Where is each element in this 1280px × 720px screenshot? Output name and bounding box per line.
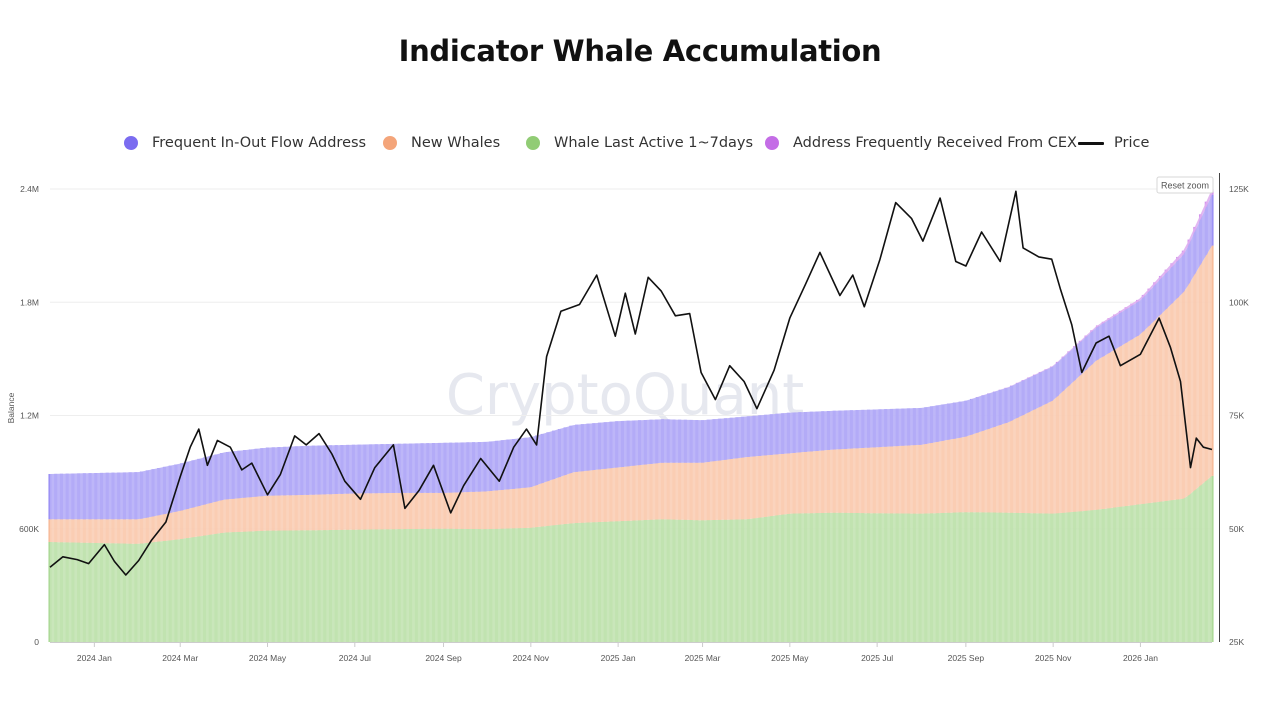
- legend-swatch-icon: [526, 136, 540, 150]
- reset-zoom-label: Reset zoom: [1161, 181, 1209, 191]
- y-tick-label: 1.2M: [20, 411, 39, 421]
- x-tick-label: 2024 Nov: [513, 653, 550, 663]
- legend-item-whale-last-active[interactable]: Whale Last Active 1~7days: [526, 130, 753, 156]
- x-tick-label: 2024 Mar: [162, 653, 198, 663]
- y2-tick-label: 75K: [1229, 411, 1244, 421]
- area-band-frequent-in-out-flow-address: [50, 194, 1212, 520]
- legend-item-frequent-in-out[interactable]: Frequent In-Out Flow Address: [124, 130, 366, 156]
- bar-segment: [1210, 245, 1214, 476]
- bar-segment: [1210, 475, 1214, 642]
- y2-tick-label: 25K: [1229, 637, 1244, 647]
- y-tick-label: 1.8M: [20, 297, 39, 307]
- reset-zoom-button[interactable]: Reset zoom: [1156, 176, 1214, 194]
- y-tick-label: 2.4M: [20, 184, 39, 194]
- legend-swatch-icon: [383, 136, 397, 150]
- y-axis-label: Balance: [6, 392, 16, 423]
- y-tick-label: 600K: [19, 524, 39, 534]
- legend-swatch-icon: [765, 136, 779, 150]
- x-tick-label: 2026 Jan: [1123, 653, 1158, 663]
- legend-item-cex-received[interactable]: Address Frequently Received From CEX: [765, 130, 1077, 156]
- y-tick-label: 0: [34, 637, 39, 647]
- x-tick-label: 2025 Jul: [861, 653, 893, 663]
- stacked-areas: [50, 189, 1212, 642]
- legend-label: Whale Last Active 1~7days: [554, 135, 754, 151]
- x-tick-label: 2024 Jan: [77, 653, 112, 663]
- area-band-whale-last-active-1-7days: [50, 475, 1212, 642]
- chart-legend: Frequent In-Out Flow Address New Whales …: [0, 130, 1280, 156]
- x-tick-label: 2025 Nov: [1035, 653, 1072, 663]
- x-tick-label: 2025 May: [771, 653, 809, 663]
- x-tick-label: 2024 May: [249, 653, 287, 663]
- y2-tick-label: 125K: [1229, 184, 1249, 194]
- y2-tick-label: 50K: [1229, 524, 1244, 534]
- x-tick-label: 2024 Jul: [339, 653, 371, 663]
- legend-item-price[interactable]: Price: [1078, 130, 1149, 156]
- x-tick-label: 2024 Sep: [425, 653, 462, 663]
- legend-label: Price: [1114, 135, 1150, 151]
- legend-item-new-whales[interactable]: New Whales: [383, 130, 500, 156]
- price-line: [49, 190, 1213, 576]
- chart-title: Indicator Whale Accumulation: [398, 34, 882, 68]
- bar-segment: [1210, 194, 1214, 246]
- y2-tick-label: 100K: [1229, 297, 1249, 307]
- area-band-new-whales: [50, 245, 1212, 544]
- legend-label: Frequent In-Out Flow Address: [152, 135, 367, 151]
- price-series: [49, 190, 1213, 576]
- x-tick-label: 2025 Mar: [685, 653, 721, 663]
- legend-line-icon: [1078, 141, 1104, 145]
- legend-swatch-icon: [124, 136, 138, 150]
- legend-label: Address Frequently Received From CEX: [793, 135, 1077, 151]
- x-tick-label: 2025 Jan: [601, 653, 636, 663]
- axes: 0 600K 1.2M 1.8M 2.4M 25K 50K 75K 100K 125K 2024 J…: [19, 173, 1249, 663]
- legend-label: New Whales: [411, 135, 501, 151]
- x-tick-label: 2025 Sep: [948, 653, 985, 663]
